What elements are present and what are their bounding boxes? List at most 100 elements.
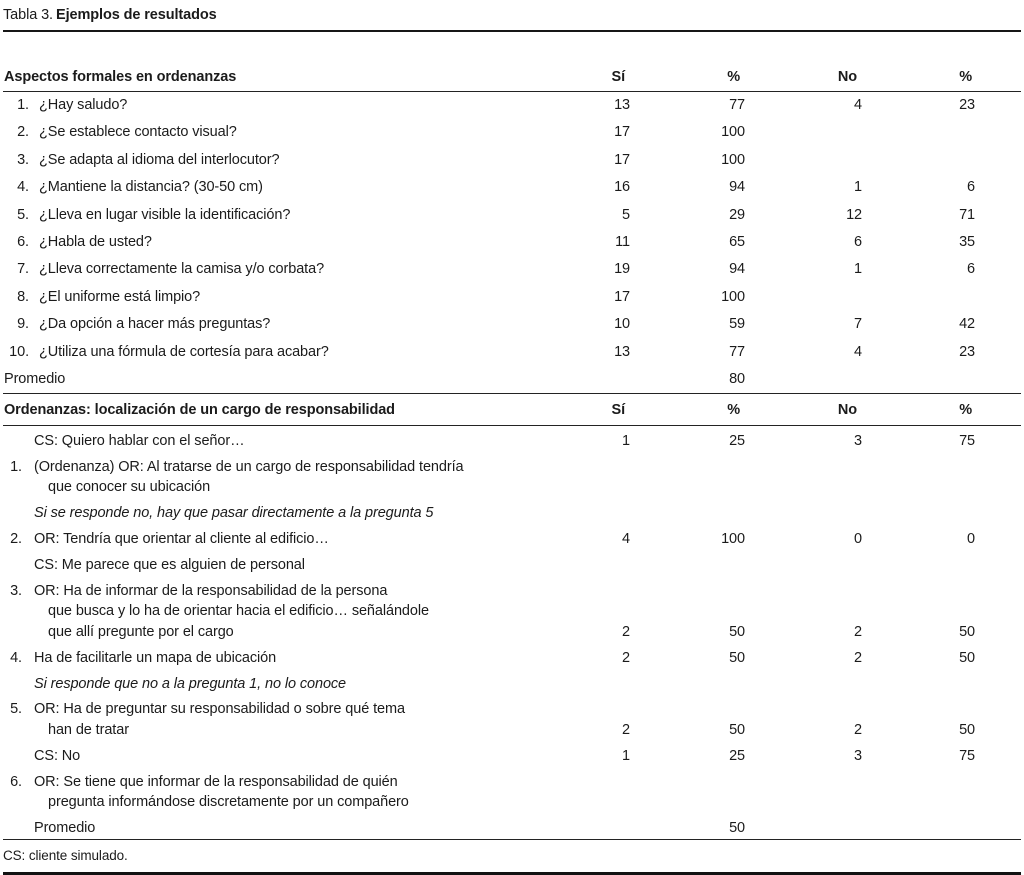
value-no: 1 [854, 179, 862, 196]
row-number: 8. [17, 288, 29, 305]
table-number-label: Tabla 3. [3, 7, 53, 23]
row-description: CS: Quiero hablar con el señor… [3, 426, 515, 452]
row-description: Si responde que no a la pregunta 1, no l… [3, 669, 515, 695]
table-row: 2. ¿Se establece contacto visual? 17 100 [3, 119, 1021, 146]
row-text: 4. Ha de facilitarle un mapa de ubicación [4, 648, 514, 668]
table-row: 5. OR: Ha de preguntar su responsabilidad… [3, 695, 1021, 741]
row-description: 3. OR: Ha de informar de la responsabilid… [3, 576, 515, 643]
row-description: 4. Ha de facilitarle un mapa de ubicación [3, 643, 515, 669]
row-text-content: ¿Utiliza una fórmula de cortesía para ac… [39, 343, 329, 360]
row-text-content: Si se responde no, hay que pasar directa… [34, 505, 434, 522]
value-si-pct: 80 [729, 371, 745, 388]
row-description: 8. ¿El uniforme está limpio? [3, 284, 515, 311]
value-no-pct: 50 [959, 623, 975, 640]
value-no: 7 [854, 316, 862, 333]
row-number: 4. [10, 649, 22, 666]
row-text-continuation: que conocer su ubicación [4, 477, 514, 497]
row-description: 1. (Ordenanza) OR: Al tratarse de un carg… [3, 452, 515, 498]
row-number: 3. [10, 582, 22, 599]
value-si-pct: 59 [729, 316, 745, 333]
value-no-pct [862, 366, 1021, 394]
row-text: 3. ¿Se adapta al idioma del interlocutor? [4, 148, 514, 173]
row-text-content: Ha de facilitarle un mapa de ubicación [34, 649, 277, 666]
value-si [515, 813, 630, 839]
row-description: 10. ¿Utiliza una fórmula de cortesía para… [3, 339, 515, 366]
row-text-content: OR: Se tiene que informar de la responsa… [34, 773, 398, 790]
row-text-continuation: que busca y lo ha de orientar hacia el e… [4, 601, 514, 621]
value-si-pct: 25 [729, 747, 745, 764]
value-no-pct [862, 767, 1021, 813]
row-description: 2. ¿Se establece contacto visual? [3, 119, 515, 146]
value-no-pct: 23 [959, 97, 975, 113]
row-text-continuation: que allí pregunte por el cargo [4, 622, 514, 642]
value-no-pct: 42 [959, 316, 975, 333]
row-text: 6. OR: Se tiene que informar de la respon… [4, 772, 514, 792]
row-number: 1. [10, 458, 22, 475]
row-text: 9. ¿Da opción a hacer más preguntas? [4, 312, 514, 337]
row-description: Si se responde no, hay que pasar directa… [3, 499, 515, 525]
value-si-pct [630, 767, 745, 813]
column-header-si: Sí [515, 69, 630, 92]
column-header-pct-no: % [862, 393, 1021, 427]
value-si-pct: 100 [721, 531, 745, 548]
row-number: 7. [17, 261, 29, 278]
row-number: 5. [10, 701, 22, 718]
row-text-content: ¿Se establece contacto visual? [39, 124, 237, 141]
row-text-content: ¿Mantiene la distancia? (30-50 cm) [39, 179, 263, 196]
value-no [745, 551, 862, 577]
row-text: CS: Me parece que es alguien de personal [4, 555, 514, 575]
value-si: 5 [622, 206, 630, 223]
value-no [745, 147, 862, 174]
row-text: CS: Quiero hablar con el señor… [4, 431, 514, 451]
table-row: 6. ¿Habla de usted? 11 65 6 35 [3, 229, 1021, 256]
value-no-pct: 23 [959, 343, 975, 360]
value-no: 4 [854, 343, 862, 360]
row-text-content: ¿Da opción a hacer más preguntas? [39, 316, 271, 333]
value-si: 2 [622, 649, 630, 666]
value-no [745, 284, 862, 311]
row-number: 6. [17, 234, 29, 251]
row-description: 1. ¿Hay saludo? [3, 92, 515, 120]
value-si [515, 767, 630, 813]
value-no: 6 [854, 234, 862, 251]
table-row: 1. (Ordenanza) OR: Al tratarse de un carg… [3, 452, 1021, 498]
row-description: 5. OR: Ha de preguntar su responsabilidad… [3, 695, 515, 741]
row-text: 5. OR: Ha de preguntar su responsabilidad… [4, 699, 514, 719]
table-row: 1. ¿Hay saludo? 13 77 4 23 [3, 92, 1021, 120]
row-text: 4. ¿Mantiene la distancia? (30-50 cm) [4, 175, 514, 200]
value-si-pct: 65 [729, 234, 745, 251]
value-no [745, 767, 862, 813]
row-text-content: Si responde que no a la pregunta 1, no l… [34, 675, 347, 692]
row-number: 4. [17, 179, 29, 196]
value-no-pct: 50 [959, 649, 975, 666]
value-si: 4 [622, 531, 630, 548]
row-number: 9. [17, 316, 29, 333]
table-row: CS: Quiero hablar con el señor… 1 25 3 7… [3, 426, 1021, 452]
value-si: 13 [614, 97, 630, 113]
row-text: 5. ¿Lleva en lugar visible la identificac… [4, 203, 514, 228]
row-text: 8. ¿El uniforme está limpio? [4, 285, 514, 310]
column-header-no: No [745, 393, 862, 427]
value-no-pct: 75 [959, 747, 975, 764]
value-si: 1 [622, 747, 630, 764]
row-text-content: ¿Lleva en lugar visible la identificació… [39, 206, 291, 223]
table-page: Tabla 3. Ejemplos de resultados Aspectos … [3, 7, 1021, 875]
table-row: Promedio 80 [3, 366, 1021, 394]
row-description: 6. ¿Habla de usted? [3, 229, 515, 256]
row-text-content: (Ordenanza) OR: Al tratarse de un cargo … [34, 458, 464, 475]
table-footer: CS: cliente simulado. [3, 839, 1021, 875]
value-si-pct: 50 [729, 819, 745, 836]
row-text-content: ¿Hay saludo? [39, 97, 128, 113]
row-number: 2. [10, 531, 22, 548]
value-si: 1 [622, 432, 630, 449]
value-si: 19 [614, 261, 630, 278]
row-text-content: CS: No [34, 747, 81, 764]
value-si-pct [630, 499, 745, 525]
value-si: 17 [614, 151, 630, 168]
value-si-pct: 50 [729, 721, 745, 738]
table-row: 10. ¿Utiliza una fórmula de cortesía para… [3, 339, 1021, 366]
value-no: 12 [846, 206, 862, 223]
row-description: 3. ¿Se adapta al idioma del interlocutor? [3, 147, 515, 174]
table-row: 7. ¿Lleva correctamente la camisa y/o cor… [3, 256, 1021, 283]
table-row: 3. ¿Se adapta al idioma del interlocutor?… [3, 147, 1021, 174]
